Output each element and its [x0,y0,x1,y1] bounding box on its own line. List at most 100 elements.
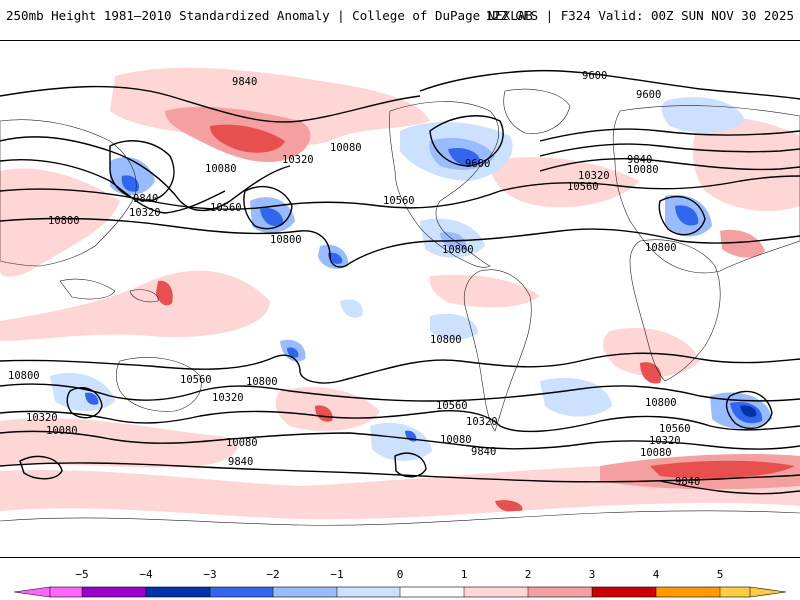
contour-loop-med [658,196,706,236]
contour-label: 9600 [465,158,490,170]
colorbar-tick-label: −5 [75,568,89,581]
positive-anomaly-region [495,500,523,513]
maritime-continent-outline [59,278,159,303]
colorbar-tick-label: 4 [652,568,660,581]
colorbar-segment [82,587,146,597]
model-run-info: 12Z GFS | F324 Valid: 00Z SUN NOV 30 202… [485,8,794,23]
contour-10800-n [0,217,800,268]
contour-label: 9840 [228,456,253,468]
contour-label: 10800 [430,334,462,346]
coastlines [0,88,800,526]
contour-label-group: 9840 9600 9600 10080 10320 10080 9840 10… [8,70,700,488]
negative-anomaly-region [340,299,363,318]
positive-anomaly-region [603,327,700,377]
anomaly-shading [0,67,800,557]
contour-label: 10320 [578,170,610,182]
map-canvas: 9840 9600 9600 10080 10320 10080 9840 10… [0,41,800,557]
contour-label: 10560 [567,181,599,193]
contour-label: 10560 [659,423,691,435]
contour-label: 10800 [48,215,80,227]
contour-10080-eu [539,143,800,157]
colorbar-segment [146,587,210,597]
colorbar-segment [273,587,337,597]
negative-anomaly-region [287,347,299,358]
contour-label: 10320 [26,412,58,424]
contour-label: 10800 [8,370,40,382]
contour-label: 9840 [675,476,700,488]
contour-label: 9840 [471,446,496,458]
negative-anomaly-region [260,207,284,227]
contour-label: 10080 [46,425,78,437]
contour-loop-s4 [19,455,63,480]
contour-10320-s [0,409,800,433]
contour-label: 10560 [436,400,468,412]
contour-9840-north [0,85,421,123]
contour-label: 10080 [627,164,659,176]
contour-label: 9600 [636,89,661,101]
contour-label: 10080 [226,437,258,449]
contour-label: 9840 [133,193,158,205]
africa-outline [629,239,721,382]
contour-10800-s [0,352,800,384]
contour-9840-se [659,480,800,495]
contour-label: 10800 [645,397,677,409]
colorbar-arrow-high [750,587,786,597]
contour-label: 10320 [212,392,244,404]
positive-anomaly-region [0,418,238,468]
colorbar-tick-label: 3 [588,568,596,581]
colorbar-tick-label: 2 [524,568,532,581]
contour-label: 10320 [129,207,161,219]
positive-anomaly-region [429,274,540,308]
positive-anomaly-region [650,460,795,479]
colorbar-tick-label: 5 [716,568,724,581]
contour-label: 10560 [210,202,242,214]
negative-anomaly-region [430,313,478,340]
negative-anomaly-region [661,97,745,133]
contour-label: 10560 [180,374,212,386]
contour-label: 10560 [383,195,415,207]
colorbar-strip [13,586,787,598]
colorbar-tick-label: −2 [266,568,280,581]
contour-label: 10080 [205,163,237,175]
colorbar-tick-label: −1 [330,568,344,581]
map-title: 250mb Height 1981–2010 Standardized Anom… [6,8,533,23]
negative-anomaly-region [448,147,481,166]
colorbar-tick-label: −4 [139,568,153,581]
contour-loop-s1 [66,387,103,419]
positive-anomaly-region [0,168,120,277]
contour-loop-s3 [725,390,773,430]
contour-label: 9840 [627,154,652,166]
colorbar-segment [656,587,720,597]
negative-anomaly-region [740,405,757,417]
positive-anomaly-region [315,405,333,422]
contour-9600-inner [429,115,504,167]
positive-anomaly-region [210,124,285,153]
contour-9840-eu [539,128,800,142]
contour-loop-s2 [394,452,427,478]
colorbar-segment [720,587,750,597]
colorbar-arrow-low [14,587,50,597]
contour-10080-s [0,430,800,450]
colorbar-tick-label: 0 [396,568,404,581]
colorbar-segment [210,587,273,597]
weather-map: 9840 9600 9600 10080 10320 10080 9840 10… [0,40,800,558]
header: 250mb Height 1981–2010 Standardized Anom… [0,0,800,36]
negative-anomaly-region [85,392,99,405]
contour-label: 10800 [246,376,278,388]
positive-anomaly-region [0,270,270,341]
colorbar-tick-label: 1 [460,568,468,581]
contour-9840-pacific [109,140,175,202]
colorbar-segment [592,587,656,597]
contour-label: 9840 [232,76,257,88]
contour-label: 10800 [442,244,474,256]
negative-anomaly-region [50,372,115,412]
negative-anomaly-region [121,175,139,192]
contour-label: 10800 [270,234,302,246]
colorbar-segment [50,587,82,597]
contour-label: 10320 [282,154,314,166]
colorbar-tick-label: −3 [203,568,217,581]
eurasia-outline [612,105,800,274]
positive-anomaly-region [720,229,765,258]
eurasia-west-outline [0,119,137,267]
contour-label: 10320 [649,435,681,447]
